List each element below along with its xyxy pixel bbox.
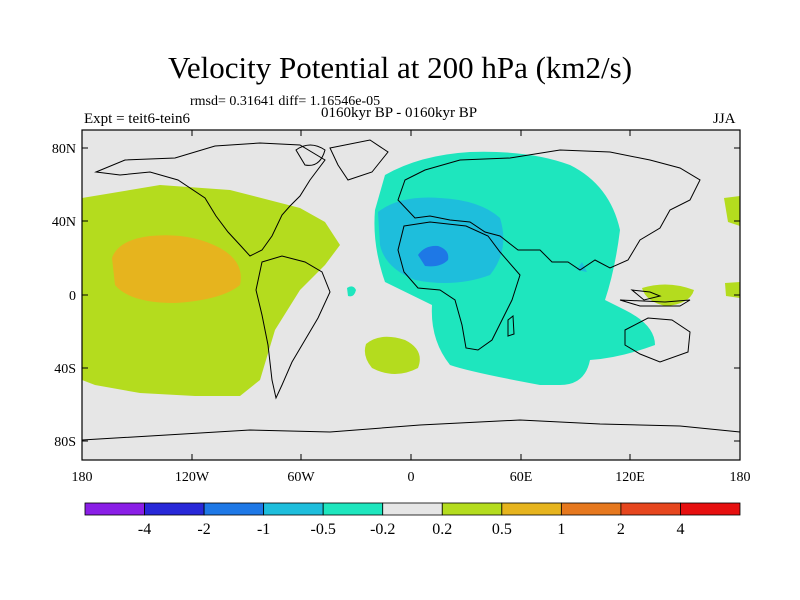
season-label: JJA: [713, 111, 736, 127]
colorbar-swatch: [322, 502, 384, 516]
colorbar-swatch: [441, 502, 503, 516]
colorbar-swatch: [501, 502, 562, 516]
colorbar-swatch: [203, 502, 265, 516]
colorbar-swatch: [382, 502, 443, 516]
lat-label-80n: 80N: [52, 142, 76, 157]
colorbar-swatch: [620, 502, 681, 516]
colorbar-swatch: [84, 502, 145, 516]
experiment-label: Expt = teit6-tein6: [84, 111, 190, 127]
colorbar: -4 -2 -1 -0.5 -0.2 0.2 0.5 1 2 4: [84, 502, 741, 538]
south-atlantic-positive-region: [364, 336, 420, 374]
colorbar-label: -0.5: [311, 521, 336, 538]
colorbar-label: -4: [138, 521, 151, 538]
lon-label-120w: 120W: [175, 470, 210, 485]
lon-label-120e: 120E: [615, 470, 645, 485]
eurasia-core-region: [378, 197, 504, 284]
colorbar-label: -0.2: [370, 521, 395, 538]
lon-label-60w: 60W: [287, 470, 315, 485]
colorbar-swatch: [680, 502, 741, 516]
lon-label-0: 0: [408, 470, 415, 485]
colorbar-label: 0.5: [492, 521, 512, 538]
colorbar-swatch: [560, 502, 622, 516]
lat-label-80s: 80S: [54, 435, 76, 450]
colorbar-label: 0.2: [432, 521, 452, 538]
lat-label-0: 0: [69, 289, 76, 304]
figure-title: Velocity Potential at 200 hPa (km2/s): [167, 50, 633, 85]
colorbar-label: 2: [617, 521, 625, 538]
west-pacific-positive-region: [724, 196, 740, 226]
lat-label-40s: 40S: [54, 362, 76, 377]
lon-label-180w: 180: [72, 470, 93, 485]
north-africa-core-region: [418, 245, 449, 267]
colorbar-label: -2: [197, 521, 210, 538]
colorbar-label: 1: [557, 521, 565, 538]
axis-ticks: [81, 130, 741, 460]
coastlines: [81, 139, 741, 441]
lon-label-180e: 180: [730, 470, 751, 485]
period-label: 0160kyr BP - 0160kyr BP: [321, 105, 478, 121]
stats-label: rmsd= 0.31641 diff= 1.16546e-05: [190, 94, 381, 109]
colorbar-swatch: [144, 502, 205, 516]
colorbar-label: -1: [257, 521, 270, 538]
colorbar-label: 4: [676, 521, 684, 538]
pacific-core-region: [112, 235, 241, 303]
south-atlantic-negative-dot: [347, 286, 356, 297]
west-pacific-positive-region-2: [725, 282, 740, 298]
lon-label-60e: 60E: [510, 470, 533, 485]
colorbar-swatch: [263, 502, 324, 516]
lat-label-40n: 40N: [52, 215, 76, 230]
